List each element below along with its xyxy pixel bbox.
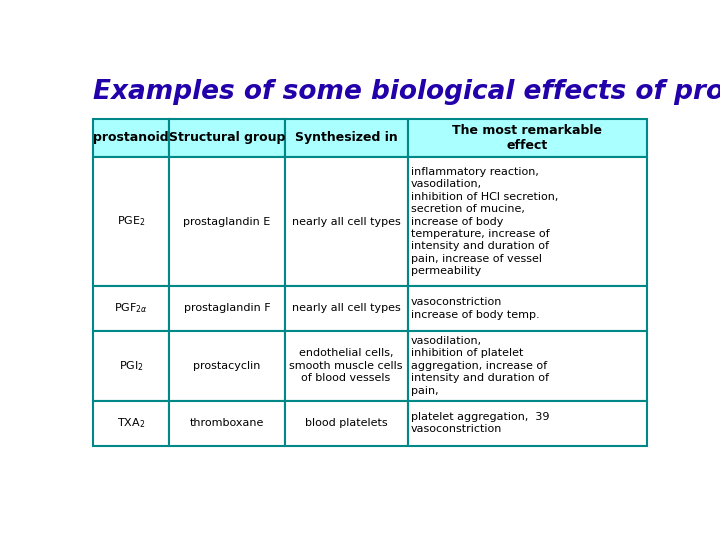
Text: thromboxane: thromboxane: [189, 418, 264, 428]
Text: PGI$_2$: PGI$_2$: [119, 359, 143, 373]
Bar: [284, 331, 408, 401]
Text: platelet aggregation,  39
vasoconstriction: platelet aggregation, 39 vasoconstrictio…: [411, 412, 549, 434]
Bar: [284, 119, 408, 157]
Text: vasoconstriction
increase of body temp.: vasoconstriction increase of body temp.: [411, 297, 539, 320]
Text: nearly all cell types: nearly all cell types: [292, 303, 400, 313]
Bar: [408, 401, 647, 446]
Bar: [93, 286, 169, 331]
Text: prostanoid: prostanoid: [93, 131, 168, 145]
Text: PGF$_{2\alpha}$: PGF$_{2\alpha}$: [114, 301, 148, 315]
Text: Structural group: Structural group: [168, 131, 285, 145]
Bar: [408, 157, 647, 286]
Text: inflammatory reaction,
vasodilation,
inhibition of HCl secretion,
secretion of m: inflammatory reaction, vasodilation, inh…: [411, 167, 558, 276]
Text: Examples of some biological effects of prostanoids: Examples of some biological effects of p…: [93, 79, 720, 105]
Text: The most remarkable
effect: The most remarkable effect: [452, 124, 602, 152]
Bar: [93, 157, 169, 286]
Bar: [169, 119, 284, 157]
Text: nearly all cell types: nearly all cell types: [292, 217, 400, 227]
Bar: [93, 401, 169, 446]
Bar: [169, 331, 284, 401]
Bar: [93, 331, 169, 401]
Text: prostaglandin F: prostaglandin F: [184, 303, 270, 313]
Text: vasodilation,
inhibition of platelet
aggregation, increase of
intensity and dura: vasodilation, inhibition of platelet agg…: [411, 336, 549, 396]
Text: prostacyclin: prostacyclin: [193, 361, 261, 371]
Text: TXA$_2$: TXA$_2$: [117, 416, 145, 430]
Text: endothelial cells,
smooth muscle cells
of blood vessels: endothelial cells, smooth muscle cells o…: [289, 348, 402, 383]
Bar: [284, 157, 408, 286]
Bar: [284, 401, 408, 446]
Bar: [169, 401, 284, 446]
Bar: [93, 119, 169, 157]
Bar: [284, 286, 408, 331]
Text: blood platelets: blood platelets: [305, 418, 387, 428]
Bar: [408, 286, 647, 331]
Text: prostaglandin E: prostaglandin E: [184, 217, 271, 227]
Text: Synthesized in: Synthesized in: [294, 131, 397, 145]
Bar: [169, 286, 284, 331]
Bar: [408, 119, 647, 157]
Bar: [408, 331, 647, 401]
Text: PGE$_2$: PGE$_2$: [117, 215, 145, 228]
Bar: [169, 157, 284, 286]
